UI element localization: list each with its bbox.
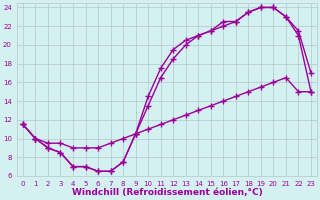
X-axis label: Windchill (Refroidissement éolien,°C): Windchill (Refroidissement éolien,°C): [72, 188, 262, 197]
